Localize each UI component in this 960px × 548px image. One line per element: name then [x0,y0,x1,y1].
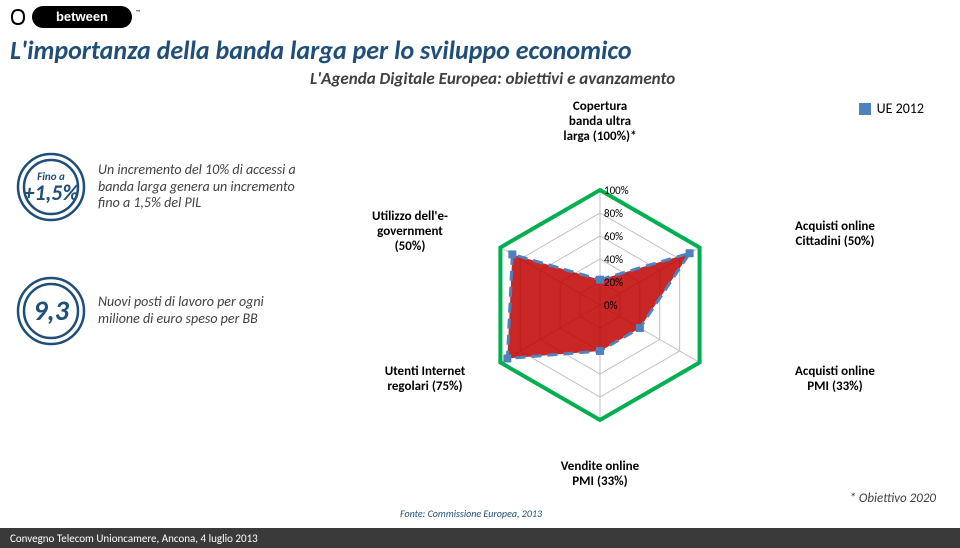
radar-axis-label: Coperturabanda ultralarga (100%)* [550,100,650,145]
chart-subtitle: L'Agenda Digitale Europea: obiettivi e a… [310,68,675,89]
svg-text:80%: 80% [604,207,623,220]
stat-value: 9,3 [33,297,69,325]
svg-text:20%: 20% [604,276,623,289]
radar-axis-label: Acquisti onlineCittadini (50%) [770,220,900,250]
svg-text:40%: 40% [604,253,623,266]
radar-svg: 0% 20% 40% 60% 80% 100% [310,90,950,520]
stat-text-jobs: Nuovi posti di lavoro per ogni milione d… [98,294,304,328]
footer-text: Convegno Telecom Unioncamere, Ancona, 4 … [10,532,258,545]
svg-text:0%: 0% [604,299,618,312]
footnote-target: * Obiettivo 2020 [849,491,936,506]
svg-text:100%: 100% [604,184,629,197]
radar-axis-label: Utenti Internetregolari (75%) [360,365,490,395]
footnote-source: Fonte: Commissione Europea, 2013 [400,507,542,520]
radar-axis-label: Utilizzo dell'e-government(50%) [350,210,470,255]
stat-column: Fino a +1,5% Un incremento del 10% di ac… [14,150,304,398]
svg-text:between: between [56,9,108,24]
stat-ring-gdp: Fino a +1,5% [14,150,88,224]
page-title: L'importanza della banda larga per lo sv… [10,34,632,66]
stat-block-jobs: 9,3 Nuovi posti di lavoro per ogni milio… [14,274,304,348]
stat-value: +1,5% [24,182,79,204]
stat-ring-jobs: 9,3 [14,274,88,348]
stat-block-gdp: Fino a +1,5% Un incremento del 10% di ac… [14,150,304,224]
brand-logo: between ™ [8,6,142,28]
svg-text:™: ™ [136,8,140,16]
logo-wordmark-icon: between ™ [32,6,142,28]
radar-axis-label: Acquisti onlinePMI (33%) [770,365,900,395]
radar-chart: 0% 20% 40% 60% 80% 100% Coperturabanda ultral… [310,90,950,490]
logo-mark-icon [8,7,28,27]
stat-text-gdp: Un incremento del 10% di accessi a banda… [98,162,304,212]
footer-bar: Convegno Telecom Unioncamere, Ancona, 4 … [0,528,960,548]
radar-axis-label: Vendite onlinePMI (33%) [550,460,650,490]
svg-text:60%: 60% [604,230,623,243]
